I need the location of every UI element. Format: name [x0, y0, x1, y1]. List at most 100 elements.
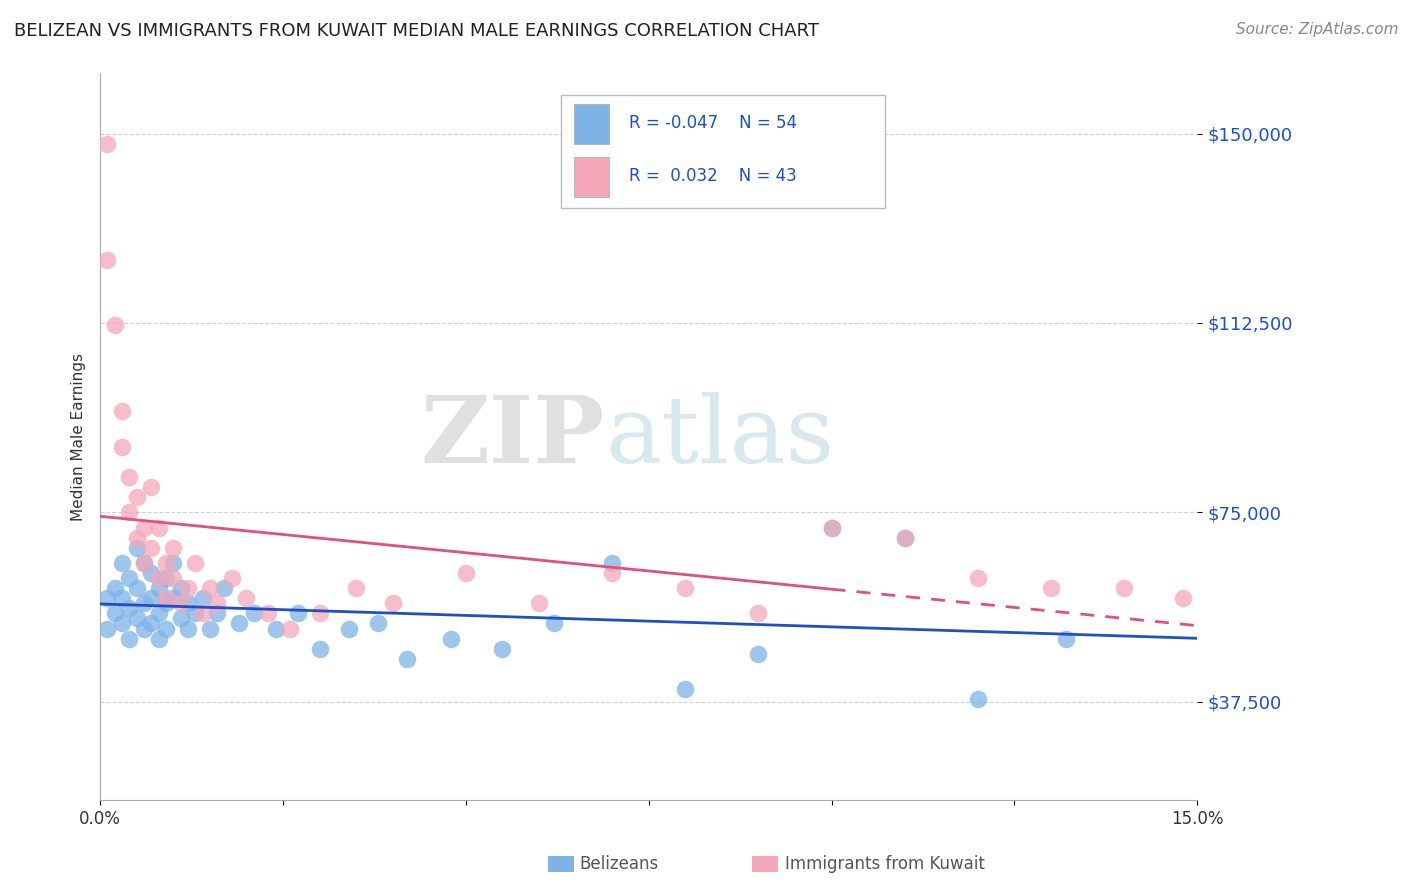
Point [673, 581, 696, 595]
Point [214, 581, 236, 595]
Point [1040, 581, 1063, 595]
Point [344, 581, 367, 595]
Point [205, 607, 228, 621]
Point [111, 556, 134, 570]
Point [491, 641, 513, 656]
Point [141, 480, 163, 494]
Point [148, 581, 170, 595]
Point [967, 571, 990, 585]
Point [141, 591, 163, 606]
Point [184, 556, 207, 570]
Point [527, 596, 550, 610]
Bar [574, 103, 609, 144]
Point [264, 622, 287, 636]
Point [600, 556, 623, 570]
Point [118, 470, 141, 484]
Point [454, 566, 477, 580]
Point [177, 581, 200, 595]
Point [440, 632, 463, 646]
Point [1171, 591, 1194, 606]
Point [118, 632, 141, 646]
Point [396, 652, 419, 666]
Point [162, 571, 184, 585]
Point [198, 622, 221, 636]
Point [125, 541, 148, 555]
Point [111, 440, 134, 454]
Point [125, 490, 148, 504]
Point [155, 556, 177, 570]
Point [191, 607, 214, 621]
Point [148, 520, 170, 534]
Point [1114, 581, 1136, 595]
Point [141, 541, 163, 555]
Point [125, 581, 148, 595]
Point [141, 566, 163, 580]
Point [221, 571, 243, 585]
Point [177, 622, 200, 636]
Point [132, 520, 155, 534]
Text: Immigrants from Kuwait: Immigrants from Kuwait [785, 855, 984, 873]
Point [125, 531, 148, 545]
Point [600, 566, 623, 580]
Point [132, 622, 155, 636]
Point [148, 607, 170, 621]
Point [169, 596, 191, 610]
Point [155, 591, 177, 606]
Point [381, 596, 404, 610]
Point [367, 616, 389, 631]
Point [104, 581, 127, 595]
Point [257, 607, 280, 621]
Point [198, 581, 221, 595]
Point [155, 622, 177, 636]
Point [132, 556, 155, 570]
Point [177, 596, 200, 610]
Bar [574, 157, 609, 196]
Point [242, 607, 264, 621]
Point [111, 616, 134, 631]
Point [673, 682, 696, 697]
Text: R =  0.032    N = 43: R = 0.032 N = 43 [628, 167, 797, 186]
Point [132, 556, 155, 570]
Point [118, 505, 141, 519]
Point [308, 641, 330, 656]
Point [162, 556, 184, 570]
Point [162, 541, 184, 555]
Point [125, 611, 148, 625]
Point [967, 692, 990, 706]
Point [337, 622, 360, 636]
Point [132, 596, 155, 610]
Point [148, 571, 170, 585]
Point [104, 318, 127, 333]
Point [169, 581, 191, 595]
Point [96, 591, 118, 606]
Point [104, 607, 127, 621]
Point [155, 571, 177, 585]
Point [96, 136, 118, 151]
Point [148, 632, 170, 646]
Point [235, 591, 257, 606]
Point [141, 616, 163, 631]
Point [543, 616, 565, 631]
Point [1054, 632, 1077, 646]
Point [96, 252, 118, 267]
Point [162, 591, 184, 606]
Point [278, 622, 301, 636]
Y-axis label: Median Male Earnings: Median Male Earnings [72, 352, 86, 521]
Point [191, 591, 214, 606]
Point [155, 596, 177, 610]
Point [96, 622, 118, 636]
Point [118, 601, 141, 615]
Point [228, 616, 250, 631]
Point [820, 520, 842, 534]
Text: Belizeans: Belizeans [579, 855, 658, 873]
Text: ZIP: ZIP [420, 392, 605, 482]
Point [747, 607, 769, 621]
Point [894, 531, 917, 545]
Point [169, 611, 191, 625]
Point [118, 571, 141, 585]
FancyBboxPatch shape [561, 95, 884, 208]
Point [111, 591, 134, 606]
Text: R = -0.047    N = 54: R = -0.047 N = 54 [628, 114, 797, 132]
Point [308, 607, 330, 621]
Point [111, 404, 134, 418]
